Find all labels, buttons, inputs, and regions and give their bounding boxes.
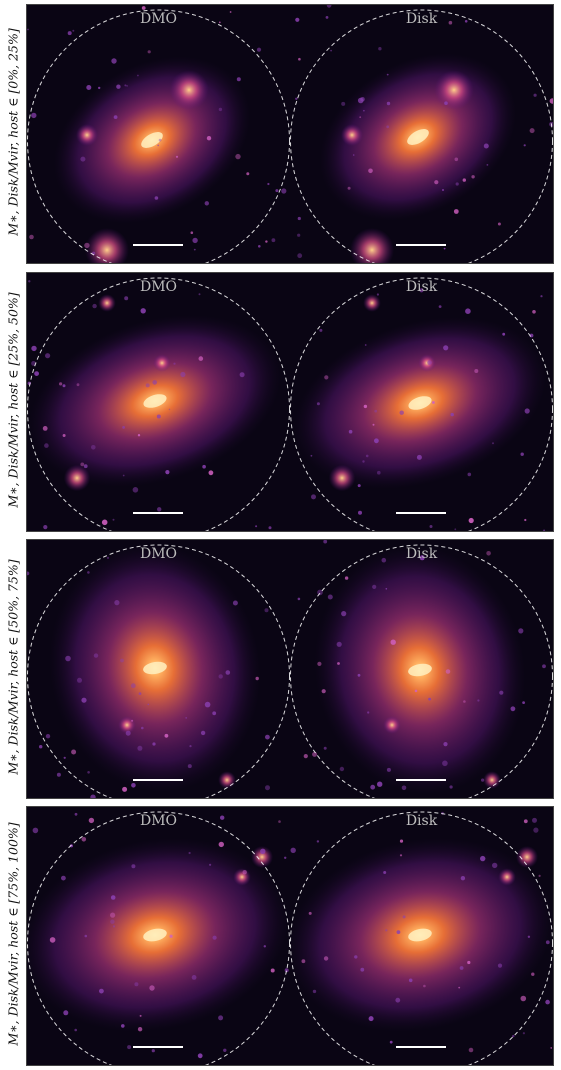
figure-row: M∗, Disk/Mvir, host ∈ [75%, 100%] DMO	[0, 802, 561, 1067]
virial-radius-circle	[27, 544, 290, 798]
subhalo	[63, 464, 91, 492]
halo-image	[27, 273, 290, 531]
halo-image	[27, 540, 290, 798]
virial-radius-circle	[290, 811, 553, 1065]
panel-title: DMO	[139, 11, 178, 27]
figure-row: M∗, Disk/Mvir, host ∈ [50%, 75%] DMO	[0, 535, 561, 800]
disk-panel: Disk	[290, 5, 553, 263]
panel-title: Disk	[405, 813, 438, 829]
row-label: M∗, Disk/Mvir, host ∈ [25%, 50%]	[0, 268, 26, 533]
halo-image	[290, 273, 553, 531]
halo-image	[27, 807, 290, 1065]
figure-row: M∗, Disk/Mvir, host ∈ [25%, 50%] DMO	[0, 268, 561, 533]
halo-image	[290, 807, 553, 1065]
virial-radius-circle	[290, 277, 553, 531]
subhalo	[218, 771, 236, 789]
row-label-text: M∗, Disk/Mvir, host ∈ [25%, 50%]	[5, 292, 21, 508]
figure-row: M∗, Disk/Mvir, host ∈ [0%, 25%] DMO	[0, 0, 561, 265]
halo-image	[27, 5, 290, 263]
dmo-panel: DMO	[27, 540, 290, 798]
disk-panel: Disk	[290, 807, 553, 1065]
subhalo	[363, 294, 381, 312]
disk-panel: Disk	[290, 540, 553, 798]
subhalo	[233, 868, 251, 886]
panel-title: Disk	[405, 279, 438, 295]
virial-radius-circle	[290, 544, 553, 798]
subhalo	[341, 124, 363, 146]
virial-radius-circle	[27, 277, 290, 531]
row-label: M∗, Disk/Mvir, host ∈ [50%, 75%]	[0, 535, 26, 800]
subhalo	[350, 228, 394, 263]
panel-title: Disk	[405, 11, 438, 27]
image-frame: DMO Disk	[26, 272, 554, 532]
subhalo	[483, 771, 501, 789]
virial-radius-circle	[27, 9, 290, 263]
subhalo	[153, 354, 171, 372]
subhalo	[98, 294, 116, 312]
row-label-text: M∗, Disk/Mvir, host ∈ [75%, 100%]	[5, 822, 21, 1046]
subhalo	[251, 846, 273, 868]
image-frame: DMO Disk	[26, 539, 554, 799]
subhalo	[418, 354, 436, 372]
subhalo	[498, 868, 516, 886]
dmo-panel: DMO	[27, 5, 290, 263]
subhalo	[169, 70, 209, 110]
row-label: M∗, Disk/Mvir, host ∈ [75%, 100%]	[0, 802, 26, 1067]
subhalo	[328, 464, 356, 492]
panel-title: DMO	[139, 279, 178, 295]
row-label-text: M∗, Disk/Mvir, host ∈ [0%, 25%]	[5, 28, 21, 236]
dmo-panel: DMO	[27, 273, 290, 531]
panel-title: DMO	[139, 813, 178, 829]
disk-panel: Disk	[290, 273, 553, 531]
subhalo	[76, 124, 98, 146]
subhalo	[434, 70, 474, 110]
subhalo	[516, 846, 538, 868]
dmo-panel: DMO	[27, 807, 290, 1065]
row-label: M∗, Disk/Mvir, host ∈ [0%, 25%]	[0, 0, 26, 265]
image-frame: DMO Disk	[26, 806, 554, 1066]
halo-image	[290, 540, 553, 798]
halo-image	[290, 5, 553, 263]
row-label-text: M∗, Disk/Mvir, host ∈ [50%, 75%]	[5, 559, 21, 775]
subhalo	[85, 228, 129, 263]
panel-title: DMO	[139, 546, 178, 562]
subhalo	[383, 716, 401, 734]
panel-title: Disk	[405, 546, 438, 562]
image-frame: DMO Disk	[26, 4, 554, 264]
virial-radius-circle	[290, 9, 553, 263]
